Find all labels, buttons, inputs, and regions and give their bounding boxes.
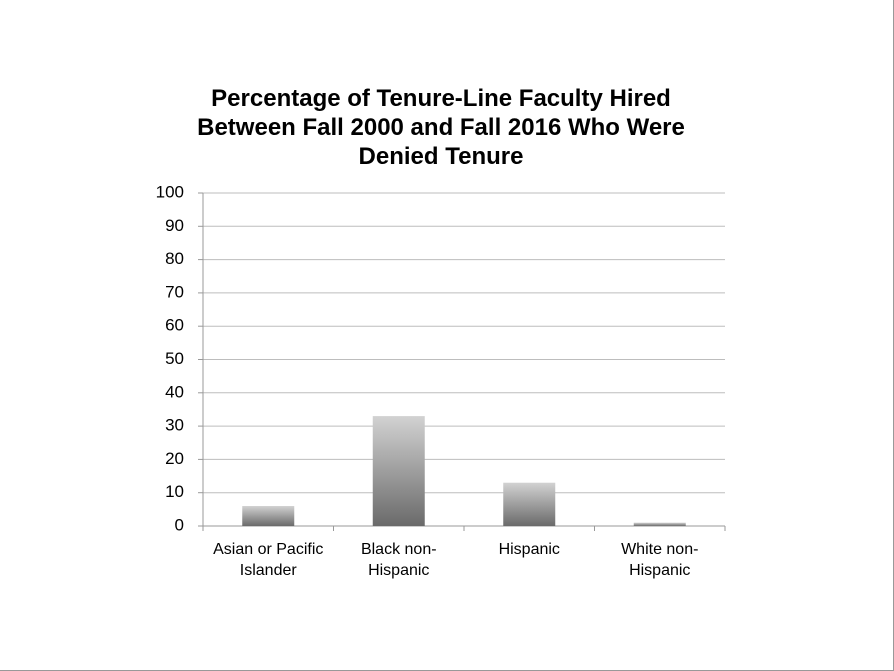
y-tick-label: 10 <box>165 482 184 501</box>
y-tick-label: 20 <box>165 449 184 468</box>
y-tick-label: 0 <box>175 515 184 534</box>
bar <box>633 522 686 526</box>
y-tick-label: 50 <box>165 349 184 368</box>
x-tick-label: Asian or Pacific Islander <box>213 541 324 579</box>
chart-title: Percentage of Tenure-Line Faculty Hired … <box>197 85 685 170</box>
bar <box>503 482 556 526</box>
y-tick-label: 60 <box>165 316 184 335</box>
x-tick-label: Hispanic <box>498 541 560 558</box>
y-tick-label: 80 <box>165 249 184 268</box>
x-tick-label: Black non-Hispanic <box>360 541 437 579</box>
y-tick-label: 90 <box>165 216 184 235</box>
x-tick-label: White non-Hispanic <box>621 541 699 579</box>
y-tick-label: 70 <box>165 282 184 301</box>
bar <box>242 506 295 526</box>
bar <box>372 416 425 526</box>
y-tick-label: 100 <box>156 182 184 201</box>
y-tick-label: 30 <box>165 416 184 435</box>
y-tick-label: 40 <box>165 382 184 401</box>
